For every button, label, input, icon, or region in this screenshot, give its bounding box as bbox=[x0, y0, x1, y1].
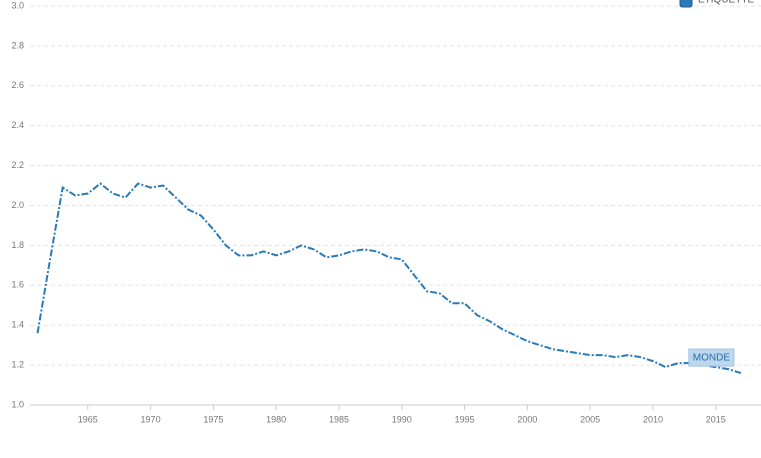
x-tick-label: 2010 bbox=[643, 414, 663, 424]
x-tick-label: 1970 bbox=[141, 414, 161, 424]
y-tick-label: 2.0 bbox=[11, 200, 24, 210]
y-tick-label: 2.6 bbox=[11, 80, 24, 90]
x-tick-label: 2015 bbox=[706, 414, 726, 424]
x-tick-label: 2005 bbox=[580, 414, 600, 424]
x-tick-label: 1985 bbox=[329, 414, 349, 424]
y-tick-label: 2.4 bbox=[11, 120, 24, 130]
y-tick-label: 3.0 bbox=[11, 0, 24, 10]
y-tick-label: 1.0 bbox=[11, 399, 24, 409]
series-label-text: MONDE bbox=[693, 353, 731, 364]
data-line bbox=[36, 182, 742, 375]
y-tick-label: 2.8 bbox=[11, 40, 24, 50]
y-tick-label: 2.2 bbox=[11, 160, 24, 170]
legend-swatch bbox=[679, 0, 693, 8]
y-tick-label: 1.8 bbox=[11, 240, 24, 250]
x-tick-label: 1975 bbox=[203, 414, 223, 424]
y-tick-label: 1.4 bbox=[11, 320, 24, 330]
x-tick-label: 1980 bbox=[266, 414, 286, 424]
series-label: MONDE bbox=[688, 348, 735, 367]
x-tick-label: 1965 bbox=[78, 414, 98, 424]
y-tick-label: 1.6 bbox=[11, 280, 24, 290]
series-label-box bbox=[688, 348, 735, 367]
legend-title: ÉTIQUETTE bbox=[698, 0, 754, 6]
y-tick-label: 1.2 bbox=[11, 359, 24, 369]
x-tick-label: 2000 bbox=[517, 414, 537, 424]
x-tick-label: 1995 bbox=[455, 414, 475, 424]
x-tick-label: 1990 bbox=[392, 414, 412, 424]
